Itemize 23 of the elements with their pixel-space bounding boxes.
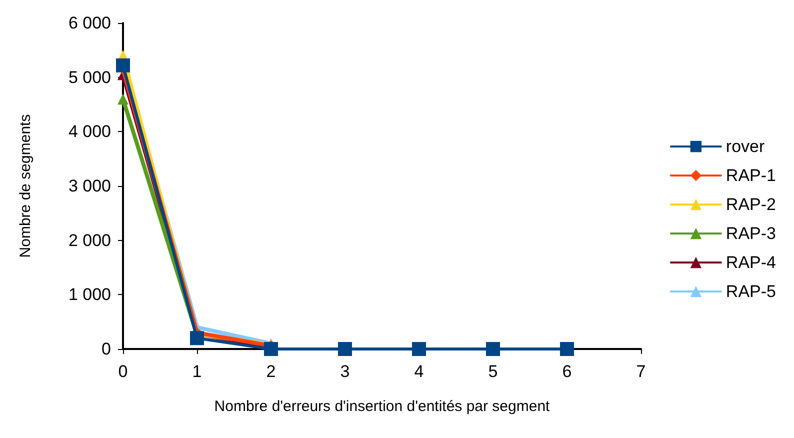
legend-label: RAP-2 (726, 195, 776, 214)
x-tick-label: 5 (488, 362, 498, 381)
y-axis-title: Nombre de segments (17, 114, 34, 258)
legend-label: RAP-4 (726, 253, 776, 272)
y-tick-label: 6 000 (68, 14, 111, 32)
y-tick-label: 2 000 (68, 230, 111, 250)
legend-label: RAP-1 (726, 166, 776, 185)
y-tick-label: 0 (102, 340, 111, 358)
y-tick-label: 1 000 (68, 285, 111, 304)
legend-label: rover (726, 137, 765, 156)
y-tick-label: 5 000 (68, 68, 111, 87)
y-tick-label: 4 000 (68, 122, 111, 142)
x-tick-label: 6 (562, 362, 572, 381)
legend-label: RAP-3 (726, 224, 776, 243)
x-tick-label: 2 (266, 362, 276, 381)
x-axis-title: Nombre d'erreurs d'insertion d'entités par segment (214, 398, 551, 415)
x-tick-label: 4 (414, 362, 424, 381)
x-tick-label: 1 (192, 362, 202, 381)
x-tick-label: 0 (118, 362, 128, 381)
y-tick-label: 3 000 (68, 176, 111, 196)
legend-label: RAP-5 (726, 282, 776, 301)
x-tick-label: 3 (340, 362, 350, 381)
x-tick-label: 7 (636, 362, 646, 381)
